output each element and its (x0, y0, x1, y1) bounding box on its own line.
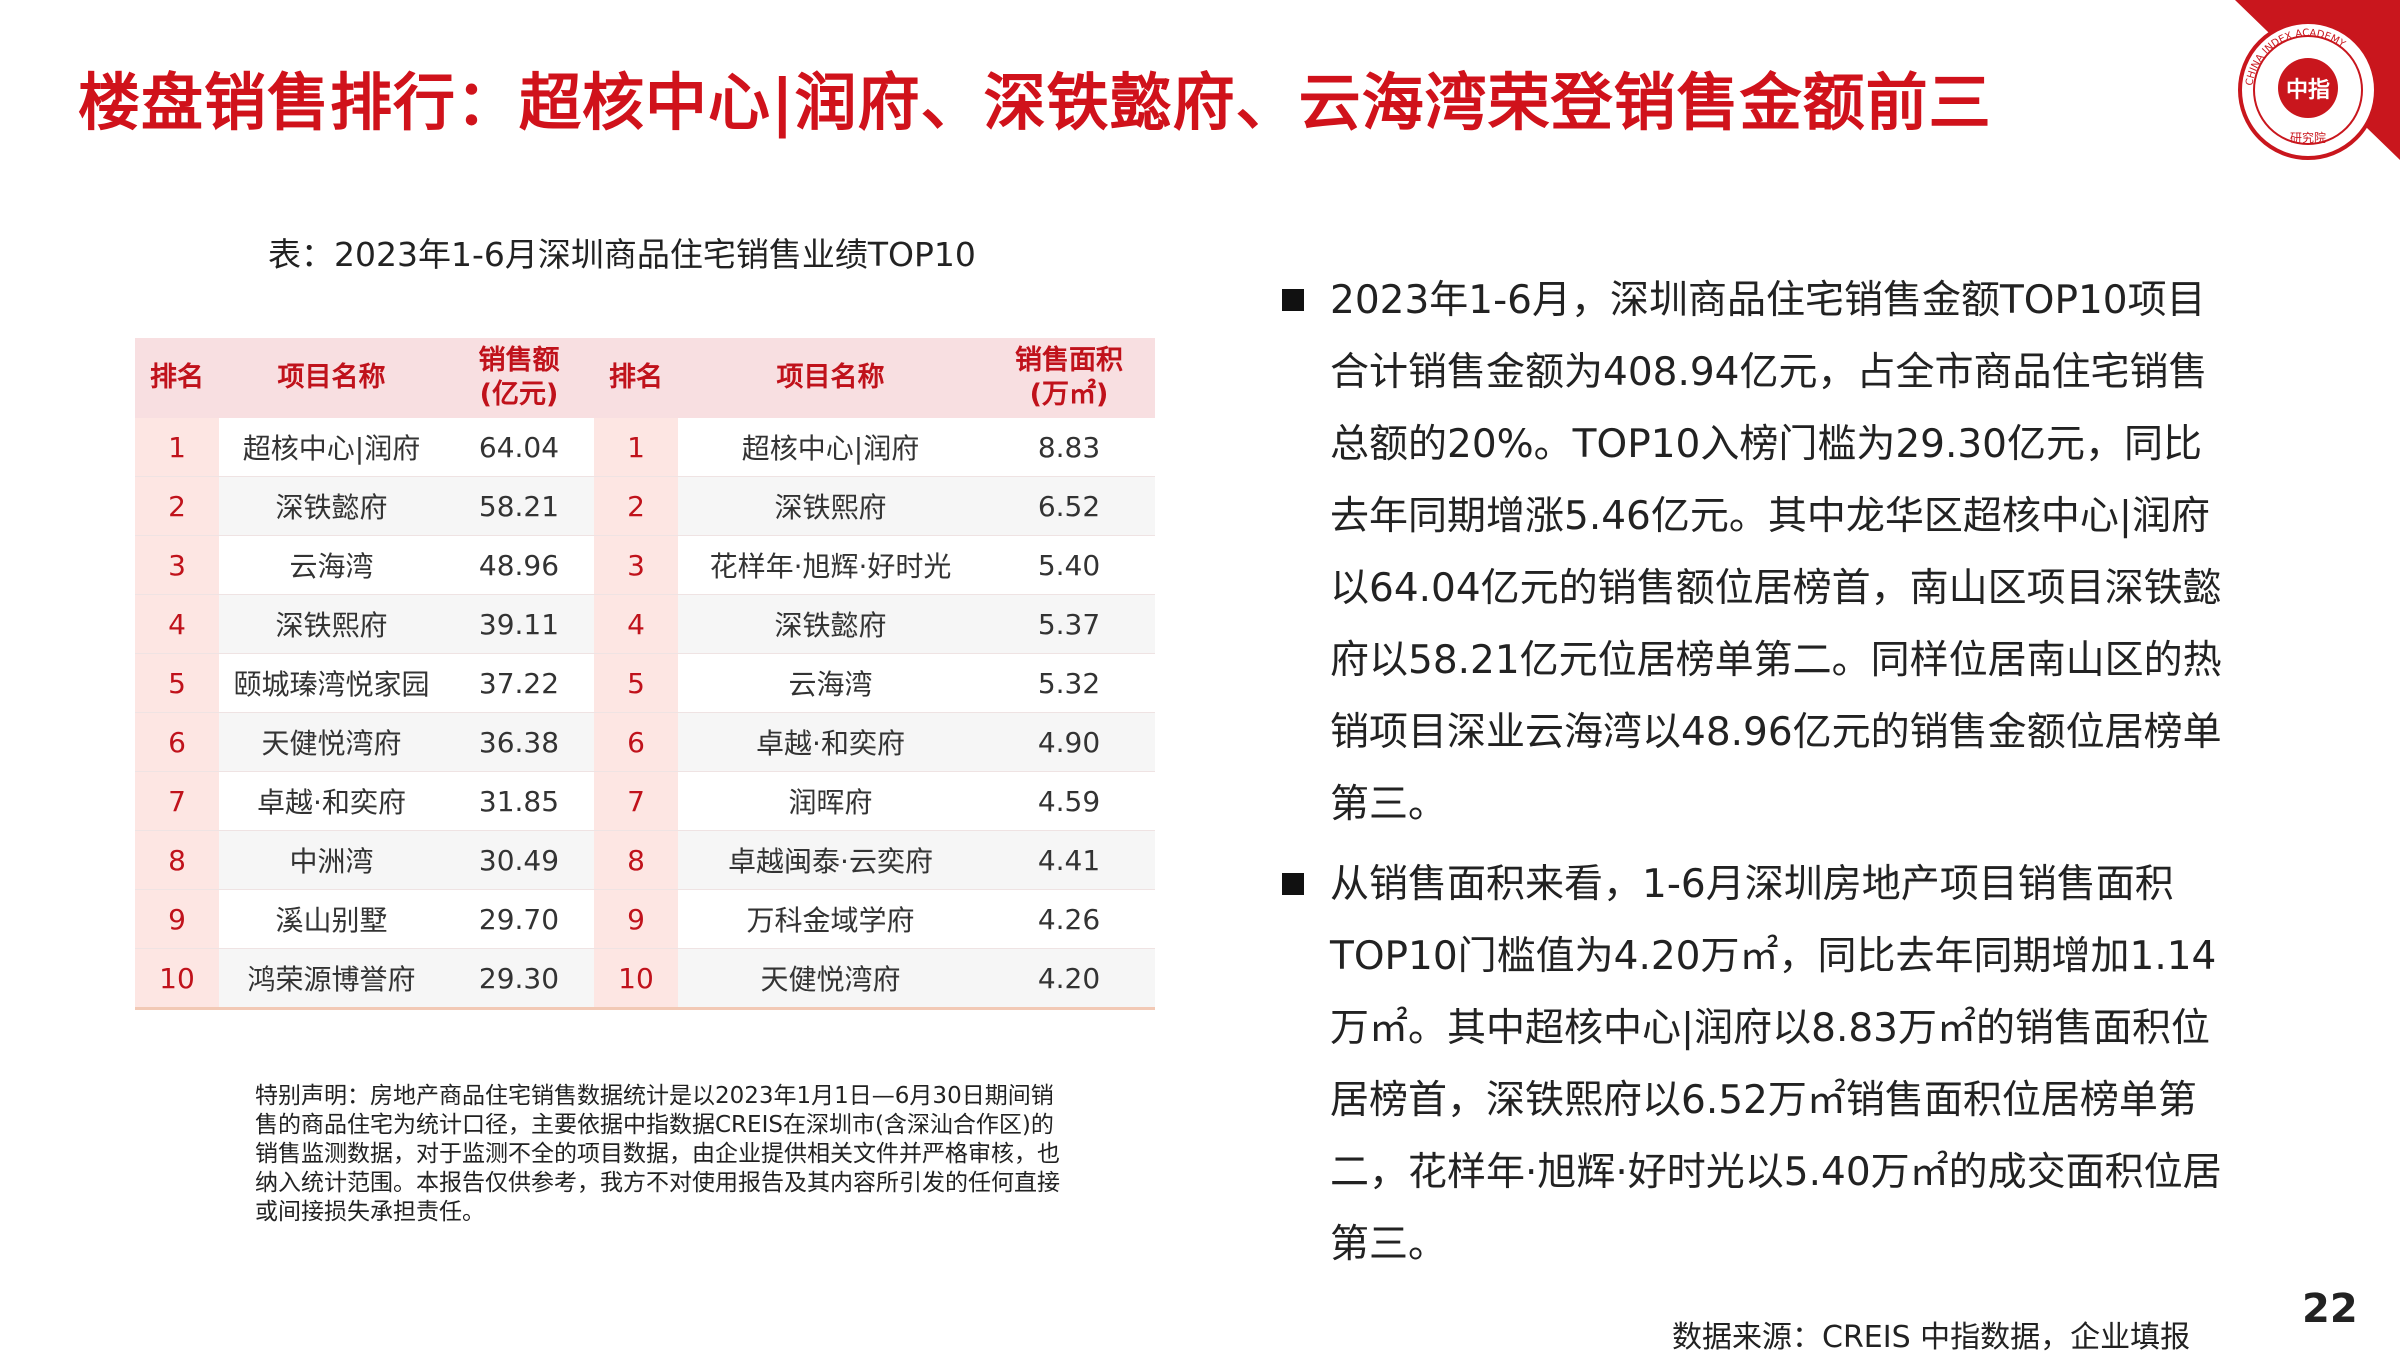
page-number: 22 (2302, 1286, 2358, 1332)
table-row: 7 卓越·和奕府 31.85 7 润晖府 4.59 (135, 771, 1155, 831)
rank-cell: 10 (135, 948, 219, 1010)
project-name-cell: 天健悦湾府 (219, 712, 444, 772)
area-cell: 5.37 (983, 594, 1155, 654)
header-name-a: 项目名称 (219, 338, 444, 418)
table-row: 6 天健悦湾府 36.38 6 卓越·和奕府 4.90 (135, 712, 1155, 772)
rank-cell: 10 (594, 948, 678, 1010)
project-name-cell: 颐城瑧湾悦家园 (219, 653, 444, 713)
rank-cell: 8 (594, 830, 678, 890)
project-name-cell: 中洲湾 (219, 830, 444, 890)
data-source: 数据来源：CREIS 中指数据，企业填报 (1672, 1320, 2191, 1355)
table-row: 10 鸿荣源博誉府 29.30 10 天健悦湾府 4.20 (135, 948, 1155, 1010)
table-row: 5 颐城瑧湾悦家园 37.22 5 云海湾 5.32 (135, 653, 1155, 713)
table-row: 1 超核中心|润府 64.04 1 超核中心|润府 8.83 (135, 418, 1155, 477)
area-cell: 4.59 (983, 771, 1155, 831)
table-header-row: 排名 项目名称 销售额 (亿元) 排名 项目名称 销售面积 (万㎡) (135, 338, 1155, 418)
project-name-cell: 云海湾 (219, 535, 444, 595)
rank-cell: 6 (135, 712, 219, 772)
header-rank-b: 排名 (594, 338, 678, 418)
logo-bottom-text: 研究院 (2290, 130, 2326, 145)
amount-cell: 48.96 (444, 535, 594, 595)
project-name-cell: 润晖府 (678, 771, 983, 831)
rank-cell: 4 (135, 594, 219, 654)
table-row: 3 云海湾 48.96 3 花样年·旭辉·好时光 5.40 (135, 535, 1155, 595)
project-name-cell: 超核中心|润府 (219, 418, 444, 477)
project-name-cell: 深铁懿府 (678, 594, 983, 654)
bullet-text: 2023年1-6月，深圳商品住宅销售金额TOP10项目合计销售金额为408.94… (1330, 278, 2222, 827)
area-cell: 4.41 (983, 830, 1155, 890)
project-name-cell: 鸿荣源博誉府 (219, 948, 444, 1010)
brand-logo: 中指 研究院 CHINA INDEX ACADEMY (2140, 0, 2400, 170)
project-name-cell: 云海湾 (678, 653, 983, 713)
amount-cell: 31.85 (444, 771, 594, 831)
area-cell: 4.26 (983, 889, 1155, 949)
amount-cell: 29.70 (444, 889, 594, 949)
header-name-b: 项目名称 (678, 338, 983, 418)
logo-center-text: 中指 (2286, 78, 2330, 103)
rank-cell: 9 (594, 889, 678, 949)
rank-cell: 8 (135, 830, 219, 890)
bullet-item: 2023年1-6月，深圳商品住宅销售金额TOP10项目合计销售金额为408.94… (1270, 265, 2230, 841)
table-caption: 表：2023年1-6月深圳商品住宅销售业绩TOP10 (268, 235, 976, 274)
amount-cell: 39.11 (444, 594, 594, 654)
header-rank-a: 排名 (135, 338, 219, 418)
page-title: 楼盘销售排行：超核中心|润府、深铁懿府、云海湾荣登销售金额前三 (78, 66, 1992, 139)
china-index-seal-icon: 中指 研究院 CHINA INDEX ACADEMY (2235, 0, 2400, 160)
amount-cell: 64.04 (444, 418, 594, 477)
project-name-cell: 深铁懿府 (219, 476, 444, 536)
area-cell: 8.83 (983, 418, 1155, 477)
rank-cell: 4 (594, 594, 678, 654)
bullet-text: 从销售面积来看，1-6月深圳房地产项目销售面积TOP10门槛值为4.20万㎡，同… (1330, 862, 2222, 1267)
analysis-bullets: 2023年1-6月，深圳商品住宅销售金额TOP10项目合计销售金额为408.94… (1270, 265, 2230, 1281)
area-cell: 4.90 (983, 712, 1155, 772)
area-cell: 5.40 (983, 535, 1155, 595)
header-area: 销售面积 (万㎡) (983, 338, 1155, 418)
rank-cell: 6 (594, 712, 678, 772)
bullet-item: 从销售面积来看，1-6月深圳房地产项目销售面积TOP10门槛值为4.20万㎡，同… (1270, 849, 2230, 1281)
rank-cell: 1 (594, 418, 678, 477)
sales-ranking-table: 排名 项目名称 销售额 (亿元) 排名 项目名称 销售面积 (万㎡) 1 超核中心|… (135, 338, 1155, 1010)
amount-cell: 29.30 (444, 948, 594, 1010)
rank-cell: 7 (594, 771, 678, 831)
area-cell: 4.20 (983, 948, 1155, 1010)
rank-cell: 5 (135, 653, 219, 713)
amount-cell: 58.21 (444, 476, 594, 536)
header-amount: 销售额 (亿元) (444, 338, 594, 418)
square-bullet-icon (1282, 289, 1304, 311)
square-bullet-icon (1282, 873, 1304, 895)
amount-cell: 30.49 (444, 830, 594, 890)
disclaimer-note: 特别声明：房地产商品住宅销售数据统计是以2023年1月1日—6月30日期间销售的… (255, 1083, 1060, 1225)
project-name-cell: 溪山别墅 (219, 889, 444, 949)
project-name-cell: 深铁熙府 (678, 476, 983, 536)
amount-cell: 36.38 (444, 712, 594, 772)
project-name-cell: 超核中心|润府 (678, 418, 983, 477)
rank-cell: 2 (135, 476, 219, 536)
area-cell: 6.52 (983, 476, 1155, 536)
amount-cell: 37.22 (444, 653, 594, 713)
area-cell: 5.32 (983, 653, 1155, 713)
project-name-cell: 万科金域学府 (678, 889, 983, 949)
rank-cell: 7 (135, 771, 219, 831)
project-name-cell: 卓越·和奕府 (678, 712, 983, 772)
table-row: 4 深铁熙府 39.11 4 深铁懿府 5.37 (135, 594, 1155, 654)
project-name-cell: 花样年·旭辉·好时光 (678, 535, 983, 595)
project-name-cell: 卓越闽泰·云奕府 (678, 830, 983, 890)
project-name-cell: 天健悦湾府 (678, 948, 983, 1010)
table-row: 8 中洲湾 30.49 8 卓越闽泰·云奕府 4.41 (135, 830, 1155, 890)
table-row: 2 深铁懿府 58.21 2 深铁熙府 6.52 (135, 476, 1155, 536)
project-name-cell: 卓越·和奕府 (219, 771, 444, 831)
project-name-cell: 深铁熙府 (219, 594, 444, 654)
rank-cell: 3 (594, 535, 678, 595)
rank-cell: 9 (135, 889, 219, 949)
table-row: 9 溪山别墅 29.70 9 万科金域学府 4.26 (135, 889, 1155, 949)
rank-cell: 2 (594, 476, 678, 536)
rank-cell: 1 (135, 418, 219, 477)
rank-cell: 3 (135, 535, 219, 595)
rank-cell: 5 (594, 653, 678, 713)
